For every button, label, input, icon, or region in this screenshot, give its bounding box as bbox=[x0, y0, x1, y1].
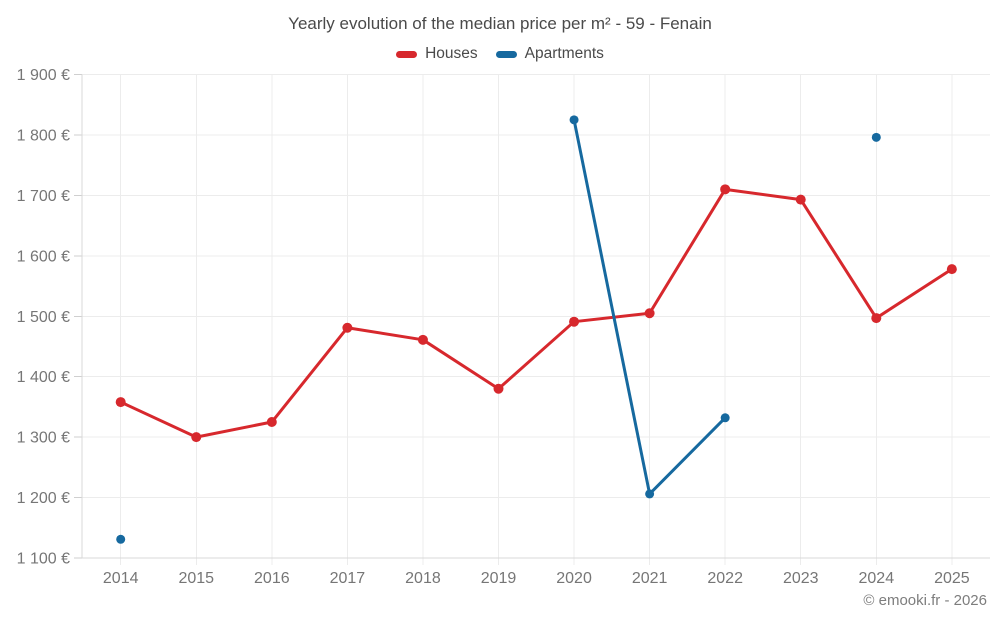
data-point-houses bbox=[191, 432, 202, 443]
legend-label-apartments: Apartments bbox=[524, 45, 604, 62]
data-point-apartments bbox=[871, 132, 881, 142]
x-tick-label: 2019 bbox=[481, 570, 517, 587]
y-tick-label: 1 800 € bbox=[17, 127, 70, 144]
x-tick-label: 2024 bbox=[859, 570, 895, 587]
x-tick-label: 2017 bbox=[330, 570, 366, 587]
legend-item-apartments: Apartments bbox=[495, 45, 604, 63]
x-tick-label: 2021 bbox=[632, 570, 668, 587]
x-tick-label: 2023 bbox=[783, 570, 819, 587]
x-tick-label: 2022 bbox=[707, 570, 743, 587]
y-tick-label: 1 400 € bbox=[17, 369, 70, 386]
data-point-apartments bbox=[720, 413, 730, 423]
y-tick-label: 1 100 € bbox=[17, 551, 70, 568]
apartments-swatch-icon bbox=[495, 50, 517, 58]
data-point-houses bbox=[115, 397, 126, 408]
x-tick-label: 2018 bbox=[405, 570, 441, 587]
x-tick-label: 2025 bbox=[934, 570, 970, 587]
legend: Houses Apartments bbox=[0, 45, 1000, 63]
data-point-houses bbox=[493, 383, 504, 394]
y-tick-label: 1 900 € bbox=[17, 67, 70, 84]
data-point-houses bbox=[417, 334, 428, 345]
data-point-houses bbox=[569, 316, 580, 327]
series-line-houses bbox=[119, 187, 954, 439]
data-point-houses bbox=[644, 308, 655, 319]
x-tick-label: 2014 bbox=[103, 570, 139, 587]
data-point-apartments bbox=[645, 489, 655, 499]
y-tick-label: 1 200 € bbox=[17, 490, 70, 507]
legend-item-houses: Houses bbox=[396, 45, 478, 63]
y-tick-label: 1 500 € bbox=[17, 309, 70, 326]
y-tick-label: 1 300 € bbox=[17, 430, 70, 447]
x-tick-label: 2015 bbox=[178, 570, 214, 587]
legend-label-houses: Houses bbox=[425, 45, 478, 62]
chart-title: Yearly evolution of the median price per… bbox=[288, 14, 712, 33]
houses-swatch-icon bbox=[396, 50, 418, 58]
watermark-credit: © emooki.fr - 2026 bbox=[863, 592, 987, 609]
data-point-houses bbox=[266, 417, 277, 428]
data-point-houses bbox=[871, 313, 882, 324]
data-point-houses bbox=[795, 194, 806, 205]
data-point-apartments bbox=[569, 115, 579, 125]
x-tick-label: 2020 bbox=[556, 570, 592, 587]
data-point-houses bbox=[720, 184, 731, 195]
x-tick-label: 2016 bbox=[254, 570, 290, 587]
data-point-houses bbox=[946, 264, 957, 275]
data-point-apartments bbox=[116, 534, 126, 544]
data-point-houses bbox=[342, 322, 353, 333]
y-tick-label: 1 600 € bbox=[17, 248, 70, 265]
y-tick-label: 1 700 € bbox=[17, 188, 70, 205]
